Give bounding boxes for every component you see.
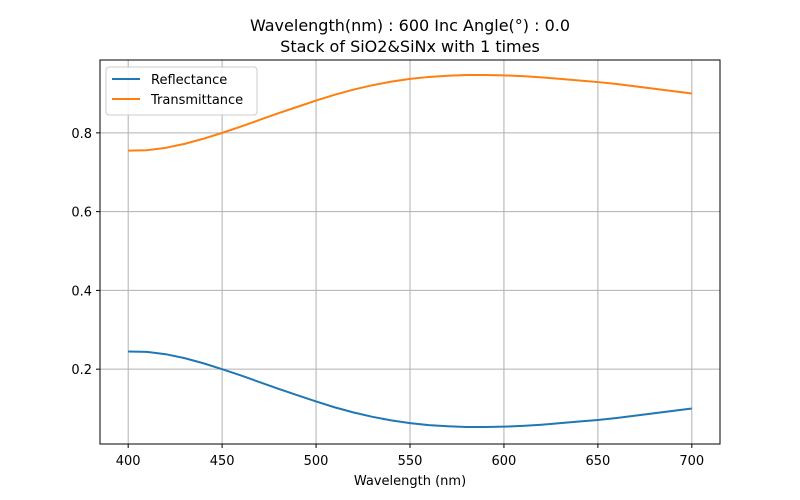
x-tick-label: 700 xyxy=(679,454,704,469)
x-tick-label: 650 xyxy=(585,454,610,469)
y-tick-label: 0.2 xyxy=(71,363,92,378)
x-tick-label: 550 xyxy=(398,454,423,469)
grid-lines xyxy=(100,60,720,444)
x-tick-label: 500 xyxy=(304,454,329,469)
chart-subtitle: Stack of SiO2&SiNx with 1 times xyxy=(280,37,540,56)
x-tick-label: 600 xyxy=(492,454,517,469)
x-axis-label: Wavelength (nm) xyxy=(354,474,466,489)
x-tick-label: 450 xyxy=(210,454,235,469)
legend-label-reflectance: Reflectance xyxy=(151,73,227,88)
y-tick-label: 0.4 xyxy=(71,284,92,299)
y-axis-ticks: 0.2 0.4 0.6 0.8 xyxy=(71,127,100,378)
x-tick-label: 400 xyxy=(116,454,141,469)
y-tick-label: 0.6 xyxy=(71,206,92,221)
y-tick-label: 0.8 xyxy=(71,127,92,142)
legend-box xyxy=(105,66,258,116)
legend: Reflectance Transmittance xyxy=(105,66,258,116)
series-line-reflectance xyxy=(128,350,692,429)
x-axis-ticks: 400 450 500 550 600 650 700 xyxy=(116,444,704,469)
series-lines xyxy=(128,73,692,429)
legend-label-transmittance: Transmittance xyxy=(150,93,243,108)
chart-title: Wavelength(nm) : 600 Inc Angle(°) : 0.0 xyxy=(250,16,570,35)
series-line-transmittance xyxy=(128,73,692,152)
